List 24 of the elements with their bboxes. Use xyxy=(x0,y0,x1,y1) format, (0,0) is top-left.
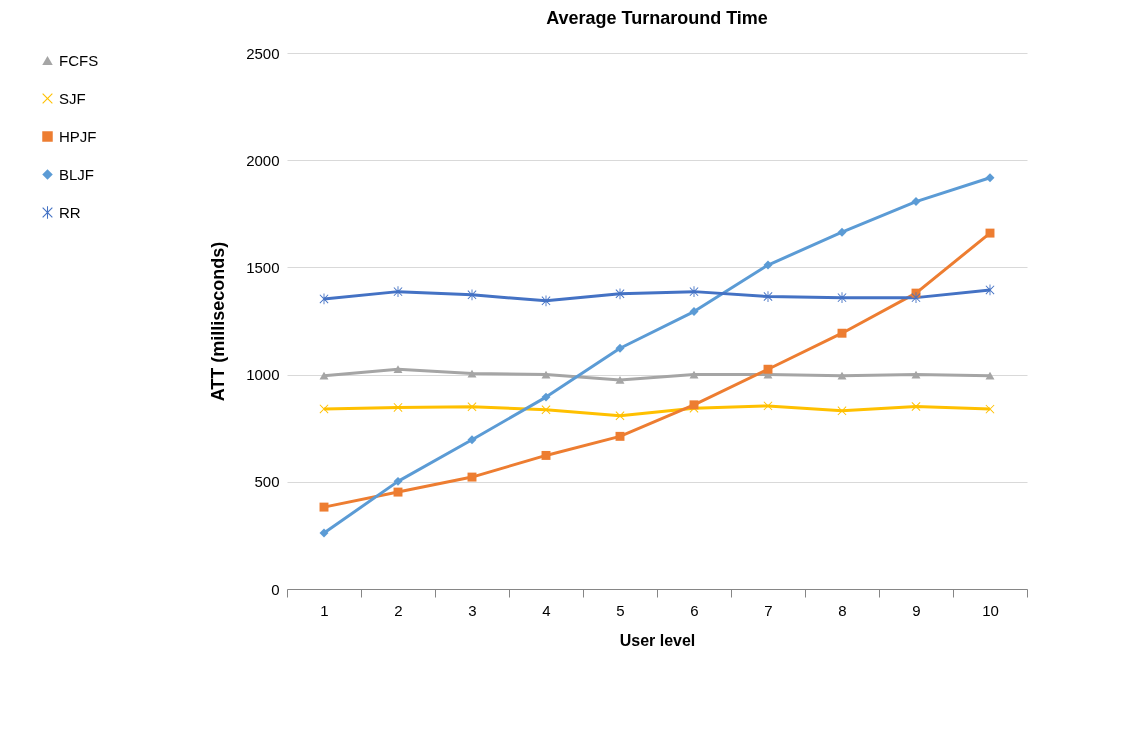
x-axis-title: User level xyxy=(619,631,696,649)
x-tick-label: 9 xyxy=(912,601,921,619)
legend-label: BLJF xyxy=(59,165,95,183)
y-tick-label: 500 xyxy=(254,473,280,491)
chart-title: Average Turnaround Time xyxy=(546,8,768,28)
legend-label: RR xyxy=(59,203,81,221)
y-tick-label: 1000 xyxy=(246,366,280,384)
x-tick-label: 4 xyxy=(542,601,551,619)
y-tick-label: 2000 xyxy=(246,151,280,169)
y-tick-label: 0 xyxy=(271,580,280,598)
x-tick-label: 8 xyxy=(838,601,847,619)
x-tick-label: 10 xyxy=(982,601,999,619)
y-tick-label: 1500 xyxy=(246,258,280,276)
y-tick-label: 2500 xyxy=(246,44,280,62)
x-tick-label: 1 xyxy=(320,601,329,619)
y-axis-title: ATT (milliseconds) xyxy=(208,241,229,402)
legend-label: FCFS xyxy=(59,51,99,69)
legend-label: HPJF xyxy=(59,127,97,145)
x-tick-label: 5 xyxy=(616,601,625,619)
x-tick-label: 3 xyxy=(468,601,477,619)
legend-label: SJF xyxy=(59,89,86,107)
x-tick-label: 7 xyxy=(764,601,773,619)
x-tick-label: 6 xyxy=(690,601,699,619)
x-tick-label: 2 xyxy=(394,601,403,619)
